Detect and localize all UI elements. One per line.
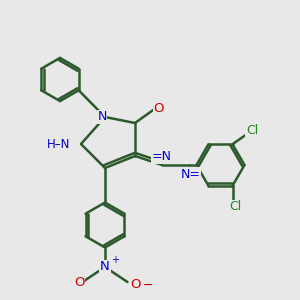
Text: Cl: Cl (246, 124, 258, 137)
Text: =N: =N (152, 150, 172, 163)
Text: −: − (142, 278, 153, 292)
Text: O: O (74, 275, 85, 289)
Text: +: + (112, 255, 119, 266)
Text: N: N (100, 260, 110, 274)
Text: O: O (130, 278, 141, 292)
Text: O: O (154, 101, 164, 115)
Text: Cl: Cl (230, 200, 242, 213)
Text: N=: N= (181, 167, 200, 181)
Text: N: N (97, 110, 107, 124)
Text: H–N: H–N (47, 137, 70, 151)
